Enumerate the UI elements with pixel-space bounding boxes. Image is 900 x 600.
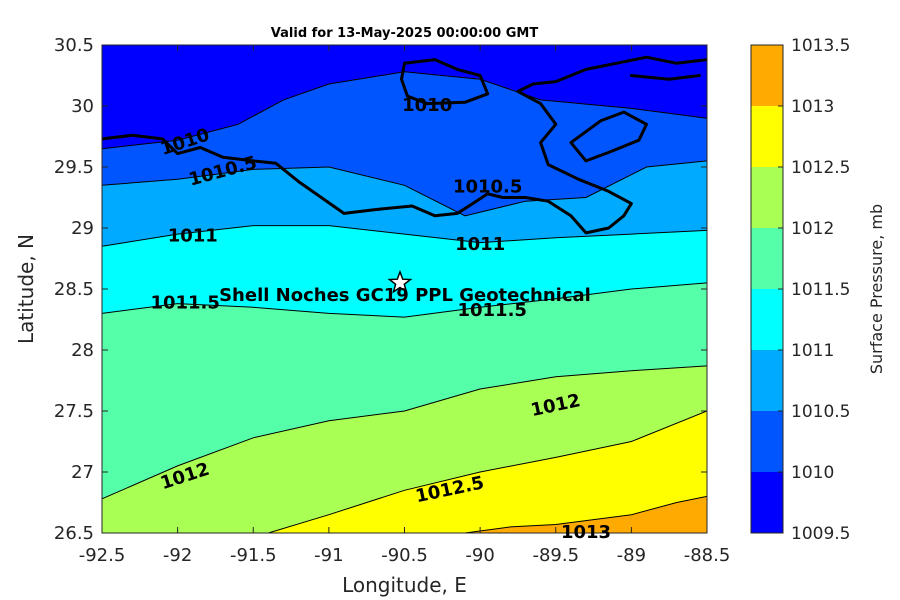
colorbar-tick-label: 1009.5 <box>791 524 850 544</box>
contour-label: 1010 <box>402 95 452 116</box>
map-title: Valid for 13-May-2025 00:00:00 GMT <box>271 26 539 41</box>
colorbar-tick-label: 1011 <box>791 341 834 361</box>
colorbar-label: Surface Pressure, mb <box>867 204 886 374</box>
y-tick-label: 29.5 <box>54 157 94 178</box>
pressure-band <box>465 496 707 533</box>
contour-label: 1011 <box>455 234 505 255</box>
contour-label: 1011 <box>168 226 218 247</box>
isobar-line <box>102 225 707 247</box>
y-tick-label: 30 <box>71 96 94 117</box>
colorbar-swatch <box>751 289 783 350</box>
colorbar-tick-label: 1010 <box>791 463 834 483</box>
site-star-icon <box>387 269 413 294</box>
x-tick-label: -91 <box>314 545 343 566</box>
isobar-line <box>268 410 707 533</box>
x-tick-label: -91.5 <box>230 545 277 566</box>
colorbar-swatch <box>751 350 783 411</box>
pressure-band <box>268 411 707 533</box>
x-tick-label: -89.5 <box>532 545 579 566</box>
coastline <box>569 110 648 163</box>
colorbar-swatch <box>751 106 783 167</box>
colorbar-tick-label: 1010.5 <box>791 402 850 422</box>
colorbar-tick-label: 1013 <box>791 97 834 117</box>
colorbar-swatch <box>751 411 783 472</box>
colorbar-tick-label: 1013.5 <box>791 36 850 56</box>
y-tick-label: 28 <box>71 340 94 361</box>
x-axis-label: Longitude, E <box>342 573 467 597</box>
contour-label: 1013 <box>561 522 611 543</box>
colorbar-tick-label: 1011.5 <box>791 280 850 300</box>
x-tick-label: -88.5 <box>684 545 731 566</box>
x-tick-label: -90 <box>465 545 494 566</box>
y-tick-label: 30.5 <box>54 35 94 56</box>
colorbar: 1013.5 1013 1012.5 1012 1011.5 1011 1010.5 1010… <box>750 36 850 544</box>
isobar-line <box>102 160 707 217</box>
coastline <box>102 55 707 235</box>
site-label: Shell Noches GC19 PPL Geotechnical <box>219 285 591 306</box>
site-marker-group: Shell Noches GC19 PPL Geotechnical <box>219 269 591 306</box>
colorbar-swatch <box>751 228 783 289</box>
coastline <box>629 74 701 81</box>
y-tick-label: 27.5 <box>54 401 94 422</box>
isobar-line <box>102 71 707 150</box>
y-tick-label: 28.5 <box>54 279 94 300</box>
colorbar-swatch <box>751 472 783 533</box>
y-tick-label: 29 <box>71 218 94 239</box>
x-tick-label: -90.5 <box>381 545 428 566</box>
contour-label: 1011.5 <box>457 300 526 321</box>
y-tick-label: 27 <box>71 462 94 483</box>
colorbar-swatch <box>751 45 783 106</box>
isobar-line <box>102 282 707 318</box>
x-axis: -92.5 -92 -91.5 -91 -90.5 -90 -89.5 -89 -88.5 <box>79 45 731 566</box>
x-tick-label: -89 <box>617 545 646 566</box>
colorbar-tick-label: 1012 <box>791 219 834 239</box>
isobar-line <box>464 495 707 533</box>
colorbar-tick-label: 1012.5 <box>791 158 850 178</box>
y-axis: 30.5 30 29.5 29 28.5 28 27.5 27 26.5 <box>54 35 707 544</box>
colorbar-swatch <box>751 167 783 228</box>
x-tick-label: -92.5 <box>79 545 126 566</box>
contour-label: 1010.5 <box>453 177 522 198</box>
contour-label: 1011.5 <box>150 293 219 314</box>
y-axis-label: Latitude, N <box>14 234 38 344</box>
plot-area <box>102 45 707 533</box>
isobar-line <box>102 365 707 500</box>
coastline <box>400 58 490 106</box>
x-tick-label: -92 <box>163 545 192 566</box>
y-tick-label: 26.5 <box>54 523 94 544</box>
